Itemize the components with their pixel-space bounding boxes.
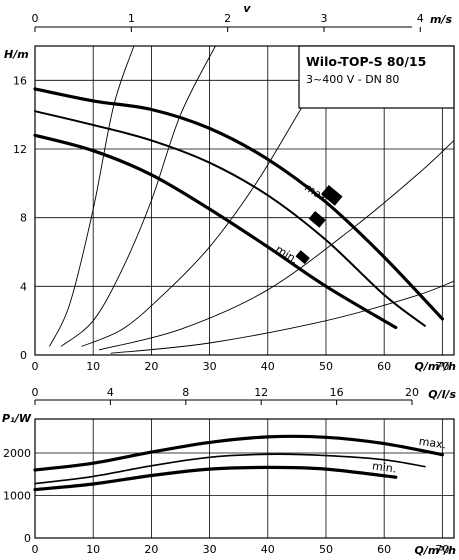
power-plot-frame: [34, 418, 455, 539]
velocity-tick-label: 1: [128, 12, 135, 25]
velocity-tick-label: 3: [320, 12, 327, 25]
power-xlabel: Q/m³/h: [415, 544, 457, 557]
system-curve: [60, 46, 216, 347]
velocity-axis-unit: m/s: [430, 13, 452, 26]
flow-ls-tick-label: 4: [107, 386, 114, 399]
head-curve: [33, 133, 398, 330]
operating-point-marker: [308, 211, 326, 228]
head-ytick-label: 0: [20, 349, 27, 362]
head-xtick-label: 70: [435, 360, 449, 373]
flow-ls-tick-label: 0: [32, 386, 39, 399]
head-xtick-label: 40: [261, 360, 275, 373]
operating-point-marker: [295, 250, 310, 265]
power-curve: [34, 453, 426, 485]
head-ytick-label: 8: [20, 212, 27, 225]
power-ytick-label: 1000: [3, 490, 31, 503]
head-ytick-label: 4: [20, 280, 27, 293]
power-xtick-label: 30: [203, 543, 217, 556]
head-ytick-label: 12: [13, 143, 27, 156]
head-curve: [33, 87, 444, 321]
head-xtick-label: 30: [203, 360, 217, 373]
pump-model-subtitle: 3~400 V - DN 80: [306, 73, 399, 86]
velocity-tick-label: 0: [32, 12, 39, 25]
head-xtick-label: 60: [377, 360, 391, 373]
velocity-tick-label: 2: [224, 12, 231, 25]
curve-label: min.: [273, 243, 300, 267]
power-xtick-label: 70: [435, 543, 449, 556]
flow-ls-tick-label: 16: [330, 386, 344, 399]
head-plot: max. min. 0 4 8 12 16 0 10 20 30 40 50 60 70 H/m Q/m…: [4, 45, 457, 373]
info-box: [298, 45, 455, 109]
power-plot: 0 4 8 12 16 20 Q/l/s max. min. 0 1000 2000 0 10 20…: [2, 386, 456, 557]
power-xtick-label: 10: [86, 543, 100, 556]
head-xtick-label: 0: [32, 360, 39, 373]
pump-model-title: Wilo-TOP-S 80/15: [306, 54, 426, 69]
system-curve: [81, 71, 327, 347]
power-curve-label: max.: [418, 435, 447, 452]
power-ylabel: P₁/W: [2, 412, 32, 425]
power-xtick-label: 0: [32, 543, 39, 556]
head-plot-frame: [34, 45, 455, 356]
flow-ls-tick-label: 12: [254, 386, 268, 399]
head-ytick-label: 16: [13, 74, 27, 87]
velocity-tick-label: 4: [417, 12, 424, 25]
flow-ls-tick-label: 20: [405, 386, 419, 399]
head-xtick-label: 50: [319, 360, 333, 373]
power-ytick-label: 2000: [3, 447, 31, 460]
head-curve: [34, 110, 426, 327]
head-xtick-label: 10: [86, 360, 100, 373]
flow-ls-tick-label: 8: [182, 386, 189, 399]
system-curve: [110, 280, 454, 354]
power-xtick-label: 50: [319, 543, 333, 556]
flow-ls-axis-label: Q/l/s: [428, 388, 456, 401]
power-xtick-label: 20: [144, 543, 158, 556]
velocity-axis: 0 1 2 3 4 v m/s: [32, 2, 452, 32]
head-xtick-label: 20: [144, 360, 158, 373]
operating-point-marker: [321, 184, 343, 206]
power-ytick-label: 0: [24, 532, 31, 545]
power-curve-label: min.: [371, 459, 397, 475]
velocity-axis-label: v: [243, 2, 251, 15]
power-curve: [33, 465, 398, 492]
power-xtick-label: 40: [261, 543, 275, 556]
system-curve: [98, 140, 454, 351]
power-curve: [33, 434, 444, 472]
system-curve: [49, 46, 135, 347]
head-ylabel: H/m: [4, 48, 29, 61]
curve-label: max.: [302, 181, 332, 207]
head-xlabel: Q/m³/h: [415, 360, 457, 373]
power-xtick-label: 60: [377, 543, 391, 556]
